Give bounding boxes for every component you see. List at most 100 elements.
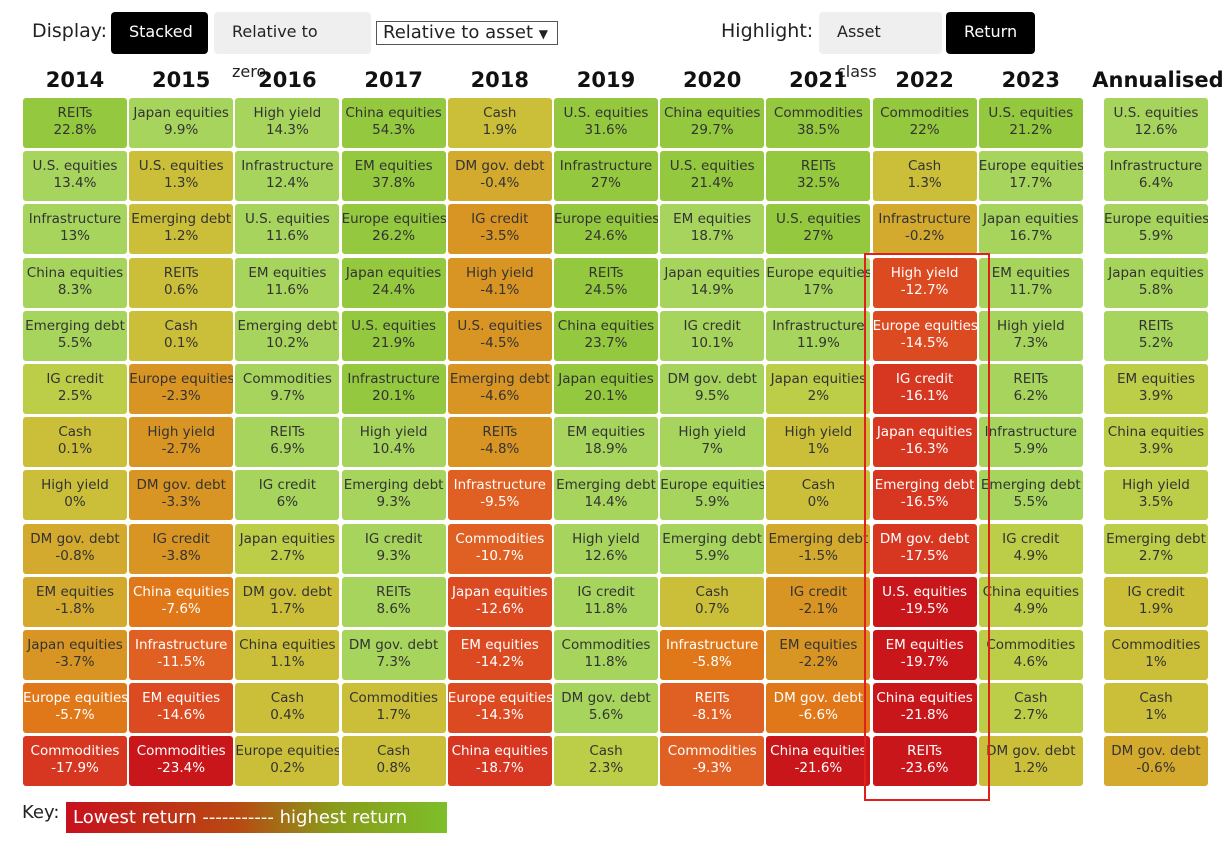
asset-cell[interactable]: REITs 22.8% (23, 98, 127, 148)
asset-cell[interactable]: EM equities -14.6% (129, 683, 234, 734)
asset-cell[interactable]: EM equities -19.7% (872, 630, 977, 680)
asset-cell[interactable]: REITs -4.8% (447, 417, 552, 468)
asset-cell[interactable]: China equities 54.3% (341, 98, 446, 148)
asset-cell[interactable]: Infrastructure 13% (23, 204, 127, 255)
asset-cell[interactable]: DM gov. debt -0.6% (1104, 736, 1208, 787)
asset-cell[interactable]: Infrastructure 5.9% (978, 417, 1083, 468)
asset-cell[interactable]: Commodities -10.7% (447, 523, 552, 574)
asset-cell[interactable]: DM gov. debt -3.3% (129, 470, 234, 521)
asset-cell[interactable]: Infrastructure -11.5% (129, 630, 234, 680)
asset-cell[interactable]: U.S. equities 21.4% (660, 151, 765, 202)
asset-cell[interactable]: High yield 1% (766, 417, 871, 468)
asset-cell[interactable]: Commodities 4.6% (978, 630, 1083, 680)
asset-cell[interactable]: DM gov. debt -0.4% (447, 151, 552, 202)
asset-cell[interactable]: REITs -8.1% (660, 683, 765, 734)
asset-cell[interactable]: Emerging debt 9.3% (341, 470, 446, 521)
asset-cell[interactable]: Commodities 38.5% (766, 98, 871, 148)
asset-cell[interactable]: IG credit -16.1% (872, 364, 977, 414)
asset-cell[interactable]: Cash 1.9% (447, 98, 552, 148)
asset-cell[interactable]: Europe equities -2.3% (129, 364, 234, 414)
asset-cell[interactable]: Europe equities -14.3% (447, 683, 552, 734)
relative-to-asset-select[interactable]: Relative to asset ▼ (376, 21, 558, 45)
asset-cell[interactable]: REITs 8.6% (341, 576, 446, 627)
asset-cell[interactable]: Emerging debt 5.5% (23, 310, 127, 361)
asset-cell[interactable]: Infrastructure 12.4% (235, 151, 340, 202)
relative-to-zero-button[interactable]: Relative to zero (214, 12, 371, 81)
asset-cell[interactable]: High yield 12.6% (554, 523, 658, 574)
asset-cell[interactable]: Cash 1.3% (872, 151, 977, 202)
asset-cell[interactable]: Emerging debt -16.5% (872, 470, 977, 521)
asset-cell[interactable]: Commodities -9.3% (660, 736, 765, 787)
asset-cell[interactable]: REITs 6.9% (235, 417, 340, 468)
asset-class-button[interactable]: Asset class (819, 12, 942, 81)
asset-cell[interactable]: China equities -18.7% (447, 736, 552, 787)
asset-cell[interactable]: U.S. equities -19.5% (872, 576, 977, 627)
asset-cell[interactable]: Infrastructure -5.8% (660, 630, 765, 680)
asset-cell[interactable]: IG credit 1.9% (1104, 576, 1208, 627)
asset-cell[interactable]: China equities -21.8% (872, 683, 977, 734)
asset-cell[interactable]: High yield 10.4% (341, 417, 446, 468)
asset-cell[interactable]: Cash 0% (766, 470, 871, 521)
asset-cell[interactable]: Cash 0.7% (660, 576, 765, 627)
asset-cell[interactable]: DM gov. debt -0.8% (23, 523, 127, 574)
asset-cell[interactable]: High yield -12.7% (872, 257, 977, 308)
asset-cell[interactable]: Europe equities -5.7% (23, 683, 127, 734)
asset-cell[interactable]: Japan equities 5.8% (1104, 257, 1208, 308)
asset-cell[interactable]: Europe equities 0.2% (235, 736, 340, 787)
asset-cell[interactable]: DM gov. debt -6.6% (766, 683, 871, 734)
asset-cell[interactable]: Europe equities 17.7% (978, 151, 1083, 202)
asset-cell[interactable]: IG credit 6% (235, 470, 340, 521)
asset-cell[interactable]: China equities -21.6% (766, 736, 871, 787)
asset-cell[interactable]: REITs 32.5% (766, 151, 871, 202)
return-button[interactable]: Return (946, 12, 1035, 54)
asset-cell[interactable]: EM equities -14.2% (447, 630, 552, 680)
asset-cell[interactable]: Emerging debt -1.5% (766, 523, 871, 574)
asset-cell[interactable]: Cash 1% (1104, 683, 1208, 734)
asset-cell[interactable]: IG credit -3.5% (447, 204, 552, 255)
asset-cell[interactable]: China equities 29.7% (660, 98, 765, 148)
asset-cell[interactable]: U.S. equities 31.6% (554, 98, 658, 148)
asset-cell[interactable]: Commodities 11.8% (554, 630, 658, 680)
asset-cell[interactable]: Europe equities -14.5% (872, 310, 977, 361)
asset-cell[interactable]: High yield 3.5% (1104, 470, 1208, 521)
asset-cell[interactable]: High yield -4.1% (447, 257, 552, 308)
asset-cell[interactable]: IG credit -3.8% (129, 523, 234, 574)
asset-cell[interactable]: China equities 23.7% (554, 310, 658, 361)
asset-cell[interactable]: DM gov. debt 9.5% (660, 364, 765, 414)
asset-cell[interactable]: High yield 0% (23, 470, 127, 521)
asset-cell[interactable]: High yield 7% (660, 417, 765, 468)
asset-cell[interactable]: Infrastructure 27% (554, 151, 658, 202)
asset-cell[interactable]: High yield -2.7% (129, 417, 234, 468)
asset-cell[interactable]: EM equities 3.9% (1104, 364, 1208, 414)
asset-cell[interactable]: REITs 6.2% (978, 364, 1083, 414)
asset-cell[interactable]: IG credit 9.3% (341, 523, 446, 574)
asset-cell[interactable]: Europe equities 5.9% (660, 470, 765, 521)
asset-cell[interactable]: U.S. equities 1.3% (129, 151, 234, 202)
asset-cell[interactable]: Infrastructure 20.1% (341, 364, 446, 414)
asset-cell[interactable]: EM equities 37.8% (341, 151, 446, 202)
asset-cell[interactable]: U.S. equities 21.2% (978, 98, 1083, 148)
asset-cell[interactable]: EM equities 11.6% (235, 257, 340, 308)
asset-cell[interactable]: REITs 24.5% (554, 257, 658, 308)
asset-cell[interactable]: Commodities -17.9% (23, 736, 127, 787)
asset-cell[interactable]: Japan equities 9.9% (129, 98, 234, 148)
asset-cell[interactable]: China equities 8.3% (23, 257, 127, 308)
asset-cell[interactable]: DM gov. debt 7.3% (341, 630, 446, 680)
asset-cell[interactable]: U.S. equities 27% (766, 204, 871, 255)
asset-cell[interactable]: U.S. equities 13.4% (23, 151, 127, 202)
asset-cell[interactable]: Emerging debt 2.7% (1104, 523, 1208, 574)
asset-cell[interactable]: Infrastructure 11.9% (766, 310, 871, 361)
asset-cell[interactable]: Infrastructure -0.2% (872, 204, 977, 255)
asset-cell[interactable]: Cash 0.8% (341, 736, 446, 787)
asset-cell[interactable]: REITs -23.6% (872, 736, 977, 787)
asset-cell[interactable]: Europe equities 17% (766, 257, 871, 308)
stacked-button[interactable]: Stacked (111, 12, 208, 54)
asset-cell[interactable]: IG credit -2.1% (766, 576, 871, 627)
asset-cell[interactable]: DM gov. debt 5.6% (554, 683, 658, 734)
asset-cell[interactable]: Commodities -23.4% (129, 736, 234, 787)
asset-cell[interactable]: Japan equities 16.7% (978, 204, 1083, 255)
asset-cell[interactable]: Japan equities -16.3% (872, 417, 977, 468)
asset-cell[interactable]: Infrastructure 6.4% (1104, 151, 1208, 202)
asset-cell[interactable]: EM equities -2.2% (766, 630, 871, 680)
asset-cell[interactable]: IG credit 11.8% (554, 576, 658, 627)
